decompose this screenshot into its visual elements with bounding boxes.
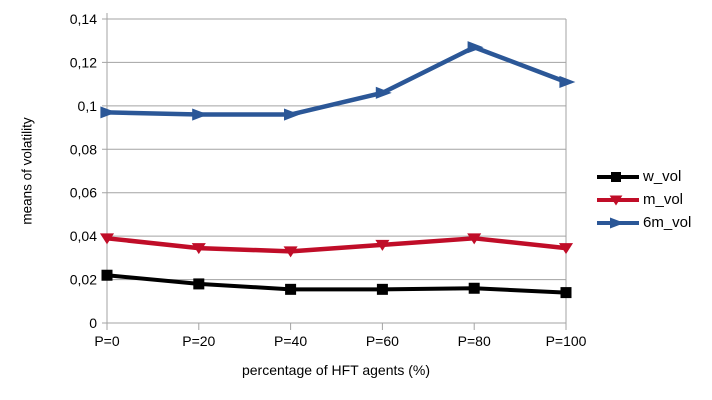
marker-arrow-right: [284, 108, 300, 121]
marker-arrow-right: [375, 86, 392, 99]
marker-square: [193, 278, 205, 290]
marker-square: [468, 282, 480, 294]
marker-arrow-right: [559, 75, 576, 89]
marker-square: [285, 283, 297, 295]
marker-triangle-down: [467, 233, 482, 245]
legend-marker-square-icon: [597, 171, 639, 182]
x-tick-label: P=0: [94, 333, 120, 349]
x-tick-label: P=40: [274, 333, 307, 349]
legend-item-w_vol: w_vol: [597, 166, 691, 187]
x-axis-title: percentage of HFT agents (%): [241, 362, 431, 378]
y-tick-label: 0,02: [70, 272, 97, 288]
y-tick-label: 0,04: [70, 228, 97, 244]
marker-triangle-down: [191, 243, 206, 255]
legend-marker-arrow-right-icon: [597, 217, 639, 228]
marker-square: [611, 171, 621, 182]
marker-triangle-down: [609, 195, 623, 205]
marker-square: [560, 287, 572, 299]
x-tick-label: P=100: [546, 333, 587, 349]
marker-arrow-right: [192, 108, 209, 121]
y-tick-label: 0,08: [70, 141, 97, 157]
x-tick-label: P=80: [458, 333, 491, 349]
legend: w_vol m_vol 6m_vol: [597, 166, 691, 233]
series-line-m_vol: [106, 236, 567, 254]
marker-triangle-down: [99, 233, 115, 245]
series-line-w_vol: [106, 273, 567, 295]
legend-label: m_vol: [643, 191, 684, 208]
legend-marker-triangle-down-icon: [597, 195, 639, 205]
marker-square: [101, 269, 113, 281]
legend-item-m_vol: m_vol: [597, 189, 691, 210]
marker-triangle-down: [558, 243, 574, 255]
y-tick-label: 0,12: [70, 54, 97, 70]
marker-arrow-right: [100, 106, 117, 119]
marker-arrow-right: [467, 41, 484, 54]
legend-label: 6m_vol: [643, 214, 692, 231]
x-tick-label: P=20: [182, 333, 215, 349]
marker-triangle-down: [375, 239, 390, 251]
marker-arrow-right: [610, 217, 625, 228]
y-tick-label: 0,1: [78, 98, 98, 114]
y-tick-label: 0: [89, 315, 97, 331]
y-axis-title: means of volatility: [19, 117, 35, 225]
legend-label: w_vol: [643, 168, 682, 185]
y-tick-label: 0,06: [70, 185, 97, 201]
marker-triangle-down: [283, 246, 298, 258]
marker-square: [376, 283, 388, 295]
series-line-6m_vol: [106, 44, 567, 117]
y-tick-label: 0,14: [70, 11, 97, 27]
x-tick-label: P=60: [366, 333, 399, 349]
legend-item-6m_vol: 6m_vol: [597, 212, 691, 233]
